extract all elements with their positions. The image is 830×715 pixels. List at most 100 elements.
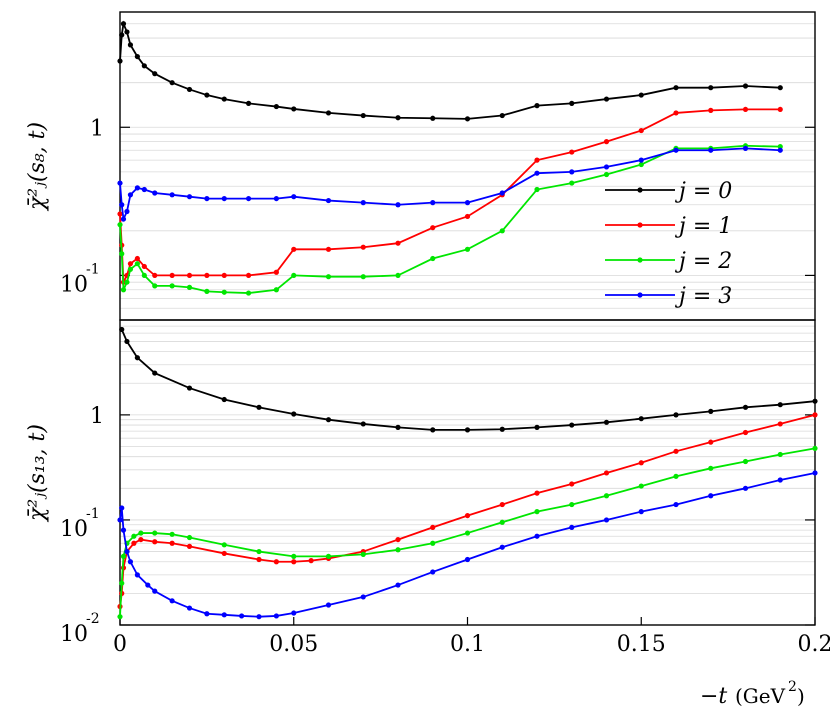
data-point (152, 71, 158, 77)
data-point (245, 195, 252, 202)
data-point (221, 550, 227, 557)
data-point (169, 80, 175, 86)
data-point (186, 534, 193, 541)
data-point (169, 272, 175, 279)
data-point (291, 194, 297, 200)
data-point (603, 96, 610, 102)
data-point (119, 580, 125, 586)
series-j=2 (117, 445, 818, 620)
data-point (273, 269, 279, 275)
data-point (673, 501, 679, 508)
data-point (325, 274, 332, 280)
svg-text:2: 2 (788, 679, 797, 695)
data-point (812, 445, 818, 451)
data-point (134, 572, 140, 578)
data-point (124, 338, 130, 345)
data-point (152, 539, 158, 545)
y-tick-labels: 110-110-2 (60, 404, 815, 647)
data-point (138, 536, 144, 543)
data-point (534, 424, 540, 431)
data-point (134, 255, 140, 262)
y-tick-exponent: -2 (86, 611, 100, 627)
data-point (742, 429, 749, 436)
data-point (708, 465, 714, 471)
data-point (186, 86, 193, 93)
data-point (360, 274, 366, 280)
data-point (291, 610, 297, 616)
y-axis-label: χ̄²ⱼ(s₈, t) (25, 122, 50, 212)
data-point (152, 272, 158, 279)
data-point (430, 524, 436, 530)
data-point (638, 483, 644, 489)
data-point (499, 190, 505, 196)
data-point (430, 200, 436, 206)
data-point (569, 422, 575, 428)
data-point (169, 540, 175, 546)
data-point (499, 544, 505, 550)
data-point (742, 145, 749, 152)
series-j=1 (117, 106, 783, 286)
y-tick-label: 1 (90, 404, 104, 429)
data-point (569, 169, 575, 175)
data-point (742, 485, 749, 491)
data-point (291, 246, 297, 252)
x-tick-labels: 0 0.05 0.1 0.15 0.2 (113, 617, 830, 657)
legend: j = 0 j = 1 j = 2 j = 3 (605, 179, 732, 309)
data-point (395, 547, 401, 553)
data-point (134, 355, 140, 361)
data-point (120, 287, 127, 293)
data-point (395, 582, 401, 588)
data-point (464, 213, 471, 220)
legend-label: j = 0 (674, 179, 732, 204)
data-point (221, 289, 227, 295)
data-point (186, 272, 193, 279)
data-point (360, 200, 366, 206)
data-point (124, 279, 130, 285)
data-point (117, 58, 123, 64)
data-point (169, 531, 175, 537)
series-j=3 (117, 470, 818, 620)
data-point (291, 106, 297, 112)
x-tick-label: 0 (113, 632, 127, 657)
data-point (638, 509, 644, 515)
data-point (145, 582, 151, 588)
data-point (464, 200, 471, 206)
data-point (534, 157, 540, 163)
data-point (204, 288, 210, 294)
data-point (360, 244, 366, 250)
data-point (534, 533, 540, 539)
data-point (291, 553, 297, 559)
data-point (464, 116, 471, 122)
data-point (395, 240, 401, 246)
data-point (464, 556, 471, 563)
x-axis-label: −t (GeV 2 ) (700, 679, 805, 709)
data-point (186, 385, 193, 391)
data-point (464, 512, 471, 519)
data-point (673, 85, 679, 91)
data-point (430, 115, 436, 121)
data-point (325, 110, 332, 116)
data-point (395, 536, 401, 543)
data-point (499, 426, 505, 432)
data-point (221, 542, 227, 548)
data-point (204, 195, 210, 202)
data-point (673, 147, 679, 153)
data-point (308, 558, 314, 564)
data-point (499, 112, 505, 119)
data-point (124, 29, 130, 35)
data-point (777, 106, 783, 113)
data-point (708, 147, 714, 153)
data-point (186, 194, 193, 200)
y-axis-label: χ̄²ⱼ(s₁₃, t) (25, 424, 50, 523)
data-point (430, 427, 436, 433)
data-point (152, 190, 158, 196)
legend-label: j = 1 (674, 214, 732, 239)
data-point (603, 139, 610, 145)
data-point (204, 611, 210, 617)
data-point (169, 598, 175, 604)
data-point (325, 197, 332, 204)
legend-marker (637, 257, 643, 263)
data-point (673, 110, 679, 116)
data-point (603, 171, 610, 178)
data-point (117, 614, 123, 620)
